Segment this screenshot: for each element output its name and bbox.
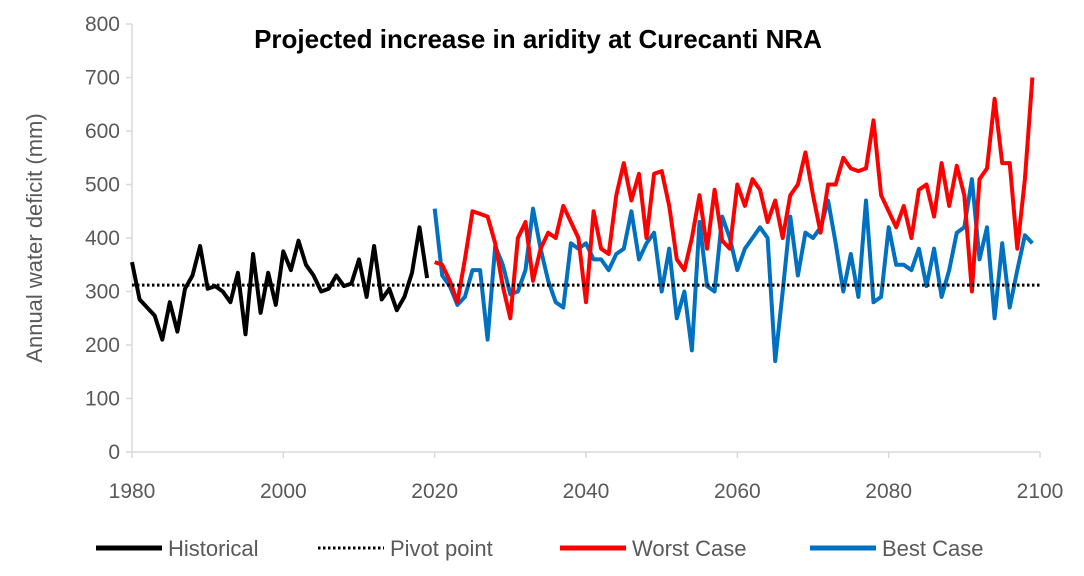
x-tick-label: 2020 bbox=[411, 480, 458, 503]
y-tick-label: 0 bbox=[108, 441, 120, 464]
y-tick-label: 800 bbox=[85, 13, 120, 36]
y-tick-label: 600 bbox=[85, 120, 120, 143]
series-line-worst-case bbox=[434, 77, 1035, 321]
legend: Historical Pivot point Worst Case Best Case bbox=[96, 536, 984, 561]
x-tick-label: 1980 bbox=[109, 480, 156, 503]
plot-area bbox=[130, 77, 1040, 364]
series-line-best-case bbox=[432, 177, 1034, 364]
legend-label-pivot-point: Pivot point bbox=[390, 536, 493, 561]
y-tick-label: 700 bbox=[85, 67, 120, 90]
x-tick-label: 2040 bbox=[563, 480, 610, 503]
y-tick-label: 500 bbox=[85, 174, 120, 197]
y-tick-label: 300 bbox=[85, 281, 120, 304]
legend-label-best-case: Best Case bbox=[882, 536, 984, 561]
x-tick-label: 2000 bbox=[260, 480, 307, 503]
chart-title: Projected increase in aridity at Curecan… bbox=[254, 24, 822, 54]
legend-label-worst-case: Worst Case bbox=[632, 536, 747, 561]
x-tick-label: 2100 bbox=[1017, 480, 1064, 503]
series-line-historical bbox=[130, 225, 430, 342]
y-tick-label: 200 bbox=[85, 334, 120, 357]
y-axis-label: Annual water deficit (mm) bbox=[22, 113, 47, 362]
x-tick-label: 2060 bbox=[714, 480, 761, 503]
legend-label-historical: Historical bbox=[168, 536, 258, 561]
x-tick-label: 2080 bbox=[865, 480, 912, 503]
axes: 0 100 200 300 400 500 600 700 800 1980 2000 2020 204… bbox=[85, 13, 1063, 503]
y-tick-label: 400 bbox=[85, 227, 120, 250]
y-tick-label: 100 bbox=[85, 388, 120, 411]
